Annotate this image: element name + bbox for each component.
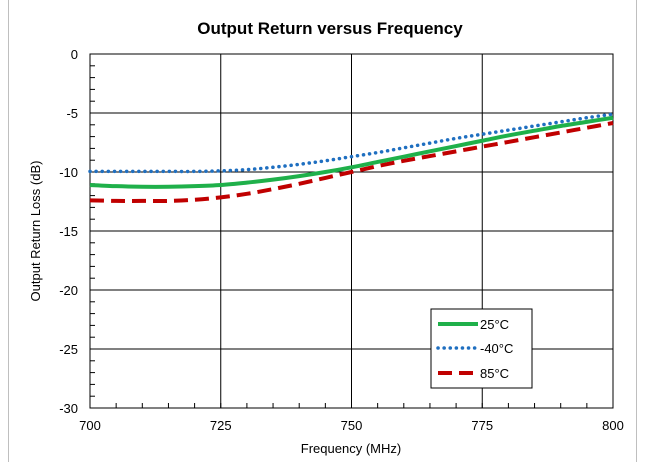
- x-axis-label: Frequency (MHz): [301, 441, 401, 456]
- y-axis-label: Output Return Loss (dB): [28, 161, 43, 302]
- x-tick-label-3: 775: [471, 418, 493, 433]
- series-group: [88, 112, 615, 203]
- series-line-1: [88, 112, 615, 174]
- y-tick-label-4: -20: [59, 283, 78, 298]
- chart-title: Output Return versus Frequency: [197, 19, 463, 38]
- x-tick-labels: 700 725 750 775 800: [79, 418, 624, 433]
- y-tick-label-5: -25: [59, 342, 78, 357]
- plot-frame: [89, 53, 614, 409]
- x-tick-label-1: 725: [210, 418, 232, 433]
- y-tick-label-3: -15: [59, 224, 78, 239]
- legend: 25°C -40°C 85°C: [430, 308, 533, 389]
- legend-label-0: 25°C: [480, 317, 509, 332]
- series-line-0: [89, 115, 614, 189]
- x-tick-label-0: 700: [79, 418, 101, 433]
- series-line-2: [89, 121, 614, 203]
- x-tick-label-4: 800: [602, 418, 624, 433]
- legend-label-2: 85°C: [480, 366, 509, 381]
- y-tick-label-0: 0: [71, 47, 78, 62]
- y-tick-label-6: -30: [59, 401, 78, 416]
- y-tick-label-1: -5: [66, 106, 78, 121]
- y-tick-label-2: -10: [59, 165, 78, 180]
- y-tick-labels: 0 -5 -10 -15 -20 -25 -30: [59, 47, 78, 416]
- x-tick-label-2: 750: [341, 418, 363, 433]
- legend-label-1: -40°C: [480, 341, 513, 356]
